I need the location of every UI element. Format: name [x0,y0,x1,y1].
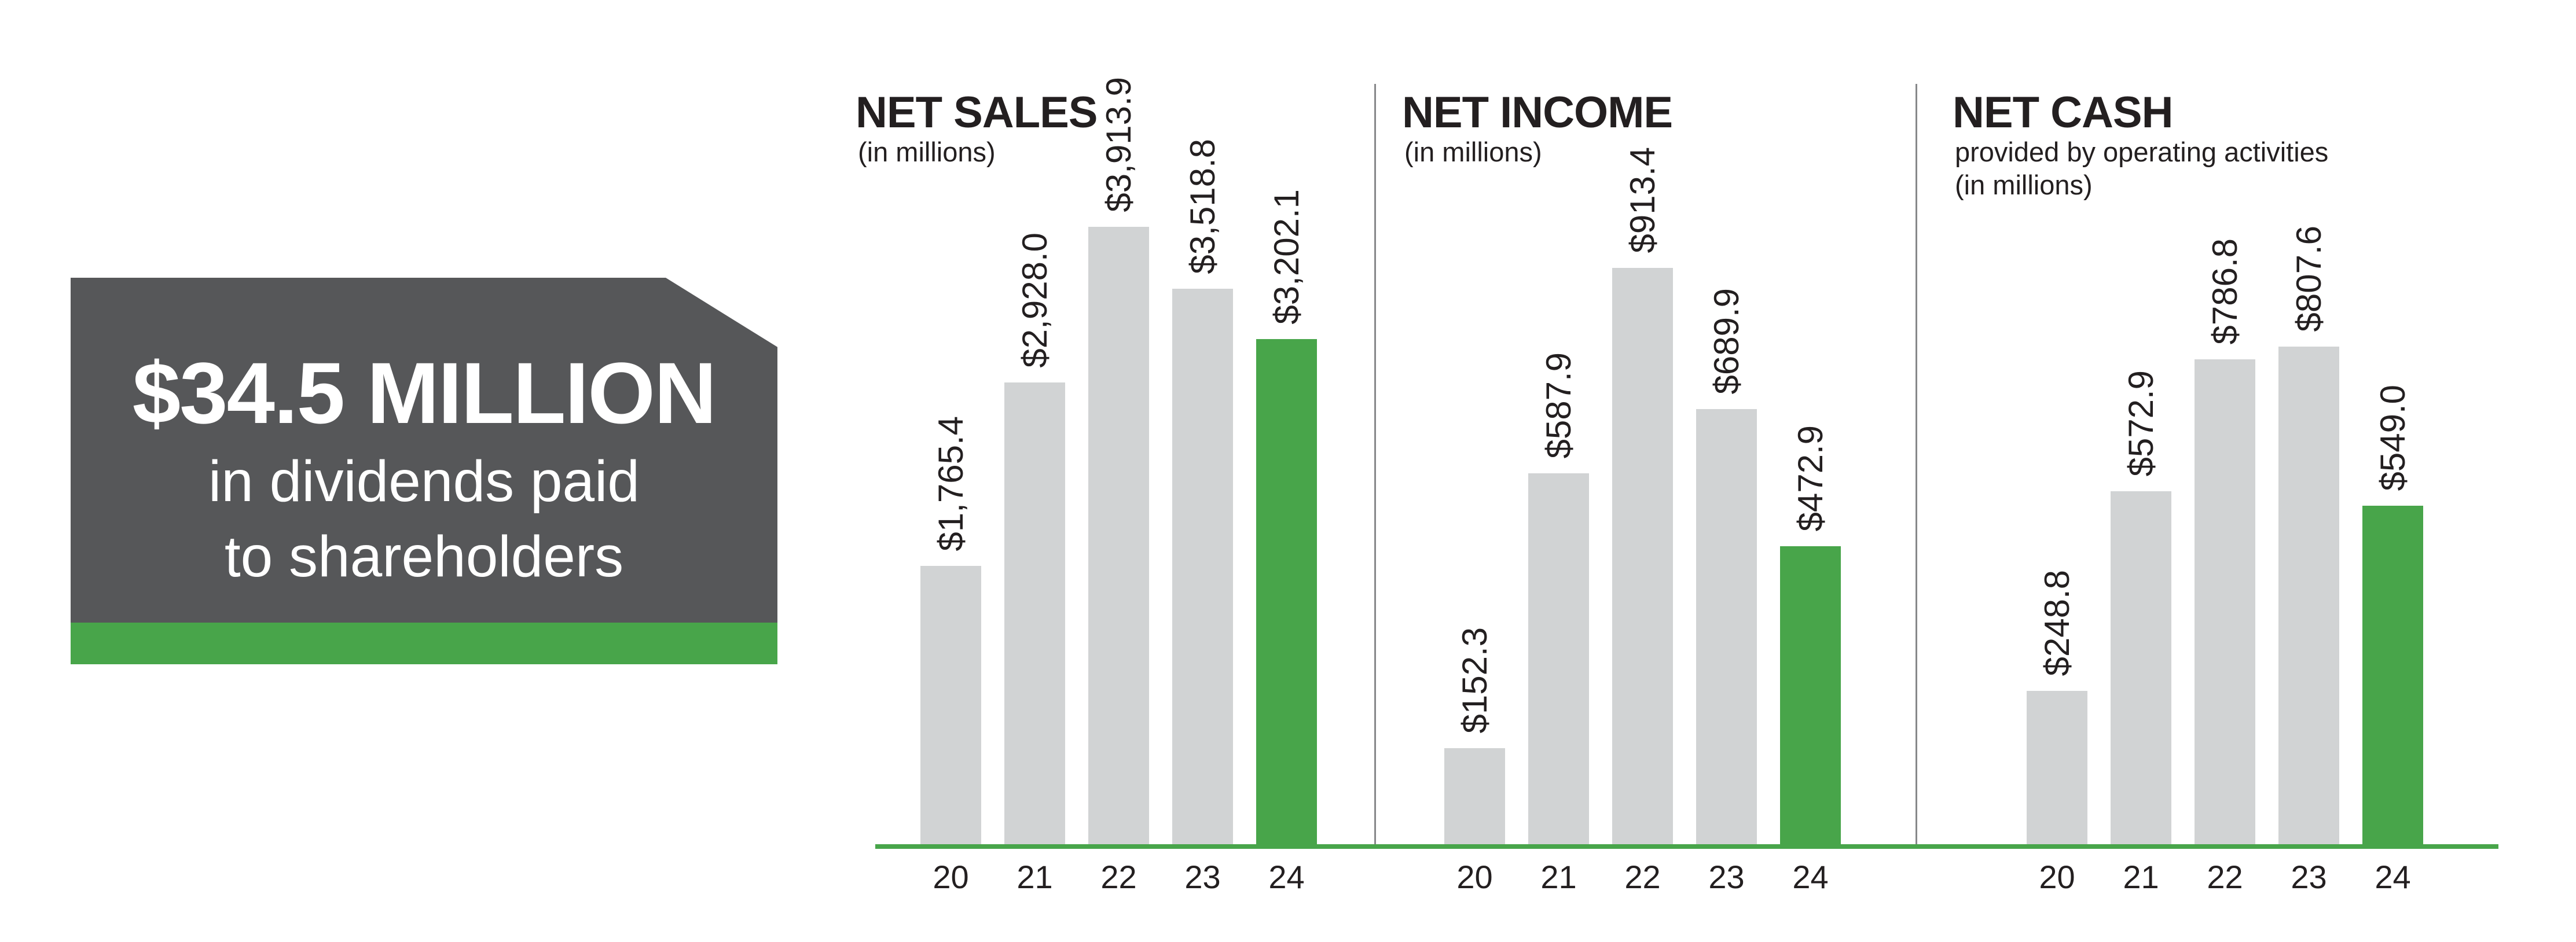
chart-title: NET INCOME [1402,88,1673,137]
year-label: 21 [1017,859,1053,895]
year-label: 24 [2375,859,2411,895]
callout-subline-1: in dividends paid [208,449,640,514]
bar-value-label: $248.8 [2037,570,2076,676]
year-label: 23 [1184,859,1221,895]
year-label: 24 [1268,859,1305,895]
callout-green-underline [71,623,777,664]
chart-divider-1 [1374,84,1376,844]
bar-24 [2362,506,2423,844]
year-label: 20 [1456,859,1493,895]
year-label: 23 [1708,859,1745,895]
year-label: 22 [2207,859,2243,895]
bar-21 [2111,491,2171,844]
year-label: 23 [2291,859,2327,895]
chart-subtitle-line: (in millions) [858,137,996,167]
bar-value-label: $786.8 [2205,238,2244,345]
bar-20 [920,566,981,844]
callout-headline: $34.5 MILLION [132,344,717,441]
bar-23 [1696,409,1757,844]
bar-22 [1088,227,1149,844]
bar-24 [1780,546,1841,844]
year-label: 21 [1540,859,1577,895]
chart-subtitle-line: provided by operating activities [1955,137,2329,167]
bar-value-label: $807.6 [2289,226,2328,332]
year-label: 20 [2039,859,2075,895]
chart-divider-2 [1916,84,1917,844]
year-label: 21 [2123,859,2159,895]
chart-title: NET CASH [1953,88,2173,137]
dividends-callout-box: $34.5 MILLION in dividends paid to share… [71,278,777,623]
bar-22 [1612,268,1673,844]
bar-value-label: $549.0 [2373,385,2412,491]
callout-subline-2: to shareholders [224,524,624,589]
year-label: 20 [933,859,969,895]
bar-value-label: $572.9 [2121,370,2160,477]
bar-24 [1256,339,1317,844]
year-label: 24 [1792,859,1829,895]
bar-23 [2278,347,2339,844]
bar-21 [1004,382,1065,844]
chart-subtitle: provided by operating activities (in mill… [1955,135,2328,201]
chart-subtitle: (in millions) [1404,135,1542,168]
chart-title: NET SALES [856,88,1098,137]
bar-23 [1172,289,1233,844]
chart-subtitle-line: (in millions) [1404,137,1542,167]
bar-20 [2027,691,2087,844]
bar-22 [2195,359,2255,844]
x-axis-line [875,844,2498,849]
year-label: 22 [1624,859,1661,895]
bar-20 [1444,748,1505,844]
chart-subtitle: (in millions) [858,135,996,168]
chart-subtitle-line: (in millions) [1955,170,2093,200]
bar-21 [1528,473,1589,844]
year-label: 22 [1100,859,1137,895]
